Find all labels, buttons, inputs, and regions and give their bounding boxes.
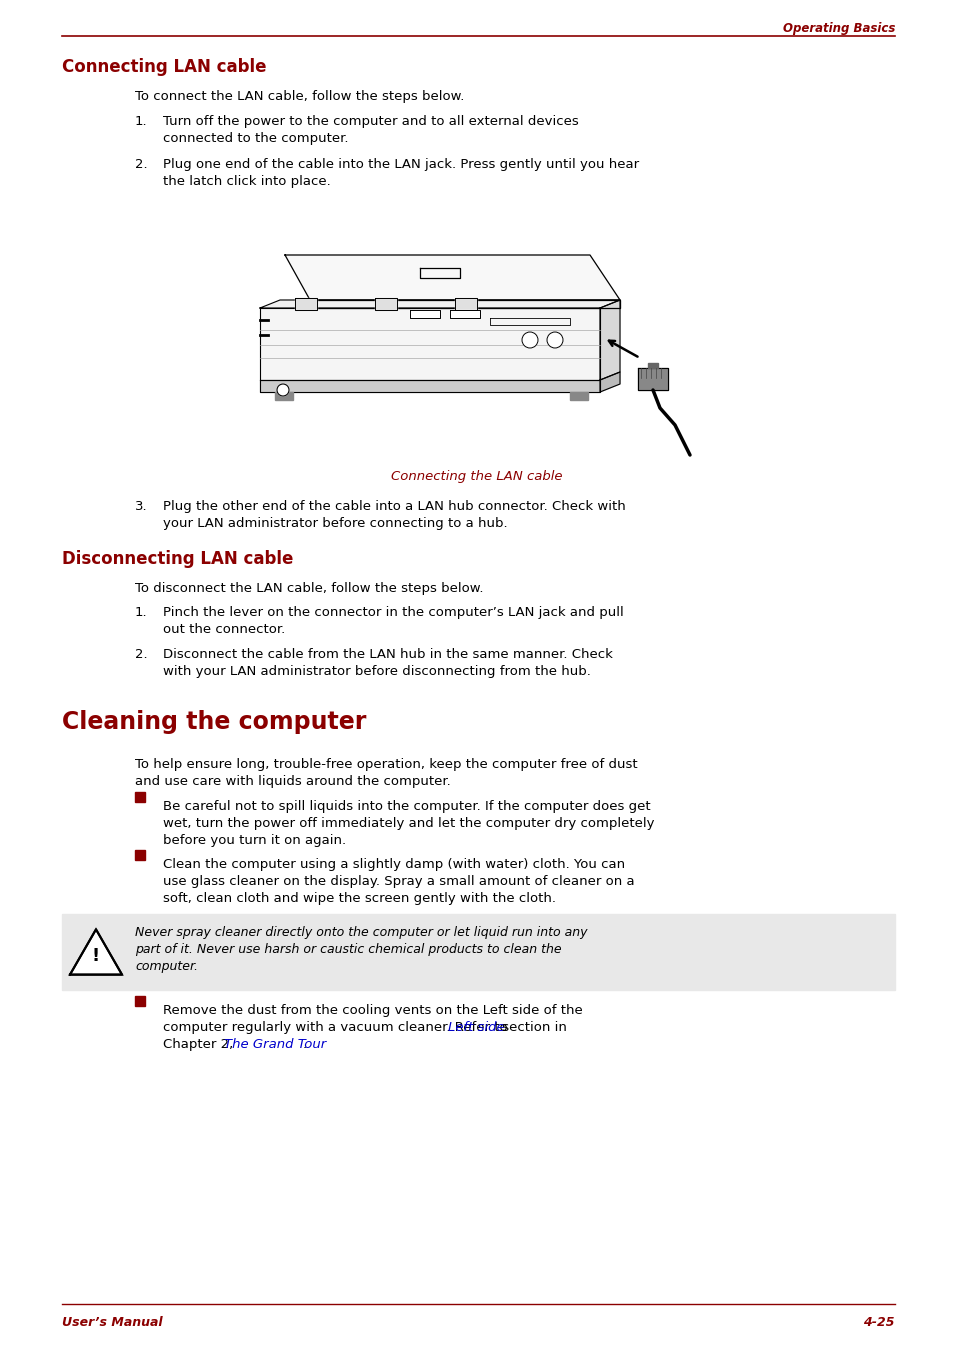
- Text: Connecting the LAN cable: Connecting the LAN cable: [391, 470, 562, 483]
- Text: To help ensure long, trouble-free operation, keep the computer free of dust: To help ensure long, trouble-free operat…: [135, 758, 637, 771]
- Polygon shape: [260, 300, 619, 308]
- Text: 1.: 1.: [135, 606, 148, 619]
- Text: Connecting LAN cable: Connecting LAN cable: [62, 58, 266, 76]
- Text: .: .: [302, 1038, 306, 1051]
- Text: the latch click into place.: the latch click into place.: [163, 174, 331, 188]
- Text: connected to the computer.: connected to the computer.: [163, 132, 348, 145]
- Polygon shape: [599, 300, 619, 380]
- Text: soft, clean cloth and wipe the screen gently with the cloth.: soft, clean cloth and wipe the screen ge…: [163, 892, 556, 904]
- Text: Disconnecting LAN cable: Disconnecting LAN cable: [62, 550, 294, 568]
- Text: 1.: 1.: [135, 115, 148, 128]
- Text: 2.: 2.: [135, 158, 148, 170]
- Text: Plug one end of the cable into the LAN jack. Press gently until you hear: Plug one end of the cable into the LAN j…: [163, 158, 639, 170]
- Polygon shape: [260, 308, 599, 380]
- Polygon shape: [294, 297, 316, 310]
- Polygon shape: [455, 297, 476, 310]
- Text: part of it. Never use harsh or caustic chemical products to clean the: part of it. Never use harsh or caustic c…: [135, 942, 561, 956]
- Text: Remove the dust from the cooling vents on the Left side of the: Remove the dust from the cooling vents o…: [163, 1005, 582, 1017]
- Polygon shape: [62, 914, 894, 990]
- Polygon shape: [450, 310, 479, 318]
- Polygon shape: [70, 929, 122, 975]
- Text: and use care with liquids around the computer.: and use care with liquids around the com…: [135, 775, 450, 788]
- Text: The Grand Tour: The Grand Tour: [224, 1038, 326, 1051]
- Text: Operating Basics: Operating Basics: [781, 22, 894, 35]
- Polygon shape: [285, 256, 619, 300]
- Text: Pinch the lever on the connector in the computer’s LAN jack and pull: Pinch the lever on the connector in the …: [163, 606, 623, 619]
- Text: To disconnect the LAN cable, follow the steps below.: To disconnect the LAN cable, follow the …: [135, 581, 483, 595]
- Polygon shape: [375, 297, 396, 310]
- Text: computer regularly with a vacuum cleaner. Refer to: computer regularly with a vacuum cleaner…: [163, 1021, 512, 1034]
- Text: computer.: computer.: [135, 960, 198, 973]
- Text: Cleaning the computer: Cleaning the computer: [62, 710, 366, 734]
- Polygon shape: [135, 850, 145, 860]
- Text: before you turn it on again.: before you turn it on again.: [163, 834, 346, 846]
- Text: Left side: Left side: [447, 1021, 504, 1034]
- Text: Be careful not to spill liquids into the computer. If the computer does get: Be careful not to spill liquids into the…: [163, 800, 650, 813]
- Text: !: !: [91, 946, 100, 965]
- Circle shape: [546, 333, 562, 347]
- Polygon shape: [135, 792, 145, 802]
- Text: 3.: 3.: [135, 500, 148, 512]
- Text: with your LAN administrator before disconnecting from the hub.: with your LAN administrator before disco…: [163, 665, 590, 677]
- Text: Disconnect the cable from the LAN hub in the same manner. Check: Disconnect the cable from the LAN hub in…: [163, 648, 612, 661]
- Polygon shape: [260, 380, 599, 392]
- Text: Clean the computer using a slightly damp (with water) cloth. You can: Clean the computer using a slightly damp…: [163, 859, 624, 871]
- Text: wet, turn the power off immediately and let the computer dry completely: wet, turn the power off immediately and …: [163, 817, 654, 830]
- Polygon shape: [310, 300, 619, 308]
- Text: Never spray cleaner directly onto the computer or let liquid run into any: Never spray cleaner directly onto the co…: [135, 926, 587, 940]
- Circle shape: [521, 333, 537, 347]
- Text: Plug the other end of the cable into a LAN hub connector. Check with: Plug the other end of the cable into a L…: [163, 500, 625, 512]
- Polygon shape: [599, 372, 619, 392]
- Polygon shape: [647, 362, 658, 368]
- Polygon shape: [135, 996, 145, 1006]
- Text: section in: section in: [497, 1021, 566, 1034]
- Text: Chapter 2,: Chapter 2,: [163, 1038, 237, 1051]
- Polygon shape: [410, 310, 439, 318]
- Polygon shape: [274, 392, 293, 400]
- Text: 2.: 2.: [135, 648, 148, 661]
- Polygon shape: [569, 392, 587, 400]
- Text: out the connector.: out the connector.: [163, 623, 285, 635]
- Text: Turn off the power to the computer and to all external devices: Turn off the power to the computer and t…: [163, 115, 578, 128]
- Text: To connect the LAN cable, follow the steps below.: To connect the LAN cable, follow the ste…: [135, 91, 464, 103]
- Text: 4-25: 4-25: [862, 1315, 894, 1329]
- Text: your LAN administrator before connecting to a hub.: your LAN administrator before connecting…: [163, 516, 507, 530]
- Text: use glass cleaner on the display. Spray a small amount of cleaner on a: use glass cleaner on the display. Spray …: [163, 875, 634, 888]
- Circle shape: [276, 384, 289, 396]
- Polygon shape: [638, 368, 667, 389]
- Text: User’s Manual: User’s Manual: [62, 1315, 162, 1329]
